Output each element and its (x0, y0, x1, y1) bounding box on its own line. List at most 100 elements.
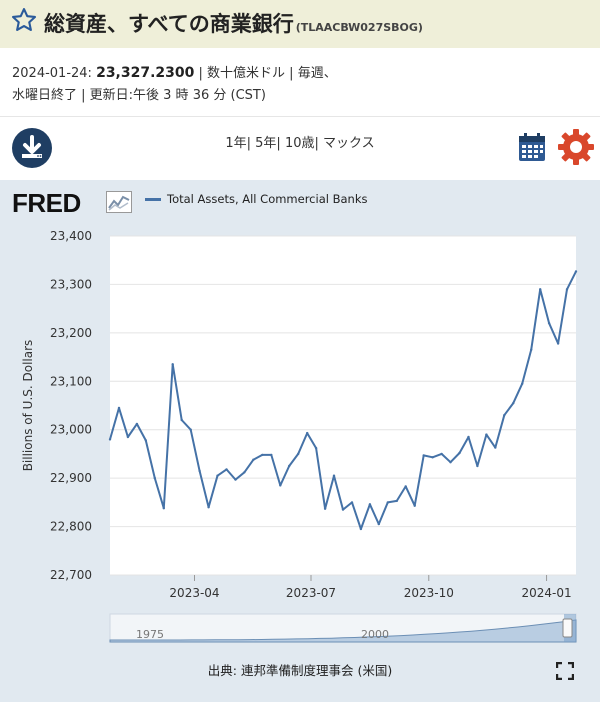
y-axis-label: Billions of U.S. Dollars (21, 340, 35, 472)
data-point (189, 428, 192, 431)
data-point (279, 484, 282, 487)
data-point (117, 406, 121, 410)
data-point (494, 446, 497, 449)
plot-area (110, 236, 576, 575)
data-point (225, 468, 228, 471)
range-selector: 1年| 5年| 10歳| マックス (0, 132, 600, 151)
data-point (440, 452, 443, 456)
data-point (153, 476, 156, 480)
y-tick-label: 22,800 (50, 520, 92, 534)
data-point (323, 507, 327, 510)
calendar-icon[interactable] (518, 132, 546, 162)
y-tick-label: 22,700 (50, 568, 92, 582)
data-point (503, 414, 506, 417)
range-separator: | (276, 136, 281, 151)
data-point (135, 422, 139, 426)
data-point (332, 474, 336, 477)
y-tick-label: 23,100 (50, 374, 92, 388)
data-point (547, 322, 551, 325)
source-credit: 出典: 連邦準備制度理事会 (米国) (207, 663, 393, 678)
data-point (449, 461, 452, 464)
series-meta: 2024-01-24: 23,327.2300 | 数十億米ドル | 毎週、 水… (12, 62, 572, 107)
data-point (386, 501, 389, 504)
data-point (413, 504, 416, 507)
chart-legend: Total Assets, All Commercial Banks (145, 192, 367, 206)
data-point (314, 446, 318, 450)
data-point (476, 464, 479, 468)
observation-value: 23,327.2300 (96, 65, 195, 81)
data-point (270, 453, 273, 457)
data-point (306, 431, 309, 435)
fred-logo[interactable]: FRED (12, 188, 81, 218)
series-code: (TLAACBW027SBOG) (295, 21, 423, 34)
data-point (565, 288, 569, 291)
navigator-year-label: 2000 (361, 628, 389, 641)
data-point (521, 382, 524, 385)
x-tick-label: 2023-07 (286, 586, 336, 600)
x-tick-label: 2023-10 (404, 586, 454, 600)
range-max[interactable]: マックス (323, 136, 375, 151)
range-separator: | (314, 136, 319, 151)
data-point (359, 527, 363, 531)
data-point (395, 499, 398, 503)
data-point (467, 435, 470, 439)
legend-swatch (145, 198, 161, 201)
range-10y[interactable]: 10歳 (284, 136, 315, 151)
title-bar: 総資産、すべての商業銀行 (TLAACBW027SBOG) (0, 0, 600, 48)
settings-gear-icon[interactable] (556, 127, 596, 167)
data-point (261, 453, 264, 457)
data-point (171, 363, 174, 366)
y-tick-label: 23,300 (50, 277, 92, 291)
range-1y[interactable]: 1年 (225, 136, 247, 151)
page-title: 総資産、すべての商業銀行 (TLAACBW027SBOG) (44, 8, 423, 38)
data-point (530, 348, 533, 351)
data-point (180, 418, 183, 422)
data-point (144, 439, 147, 442)
download-icon (22, 135, 42, 158)
legend-label: Total Assets, All Commercial Banks (167, 192, 368, 206)
fullscreen-icon[interactable] (556, 662, 574, 680)
y-tick-label: 23,000 (50, 423, 92, 437)
data-point (556, 342, 560, 345)
y-tick-label: 23,200 (50, 326, 92, 340)
navigator-handle[interactable] (562, 618, 573, 638)
data-point (368, 503, 372, 506)
data-point (126, 435, 130, 439)
observation-date: 2024-01-24: (12, 66, 92, 81)
data-point (377, 522, 380, 526)
data-point (422, 454, 425, 457)
range-5y[interactable]: 5年 (255, 136, 277, 151)
data-point (404, 485, 407, 488)
star-icon[interactable] (10, 6, 38, 34)
data-point (243, 471, 246, 474)
x-tick-label: 2023-04 (169, 586, 219, 600)
data-point (216, 474, 219, 477)
data-point (574, 270, 578, 273)
data-point (108, 438, 112, 441)
navigator-year-label: 1975 (136, 628, 164, 641)
data-point (350, 501, 354, 504)
divider (0, 116, 600, 117)
range-separator: | (246, 136, 251, 151)
y-tick-label: 22,900 (50, 471, 92, 485)
data-point (198, 469, 201, 473)
download-button[interactable] (12, 128, 52, 168)
data-point (539, 288, 542, 291)
series-title: 総資産、すべての商業銀行 (44, 12, 294, 36)
data-point (485, 433, 488, 436)
y-tick-label: 23,400 (50, 229, 92, 243)
data-point (512, 401, 515, 405)
data-point (341, 508, 345, 511)
data-point (252, 458, 255, 461)
navigator-series (109, 619, 577, 643)
data-point (162, 507, 165, 510)
data-point (297, 452, 300, 456)
data-point (431, 456, 434, 459)
data-point (288, 464, 291, 468)
data-point (207, 506, 210, 509)
data-point (458, 451, 461, 455)
data-point (234, 478, 237, 481)
update-info: 水曜日終了 | 更新日:午後 3 時 36 分 (CST) (12, 88, 266, 103)
x-tick-label: 2024-01 (521, 586, 571, 600)
